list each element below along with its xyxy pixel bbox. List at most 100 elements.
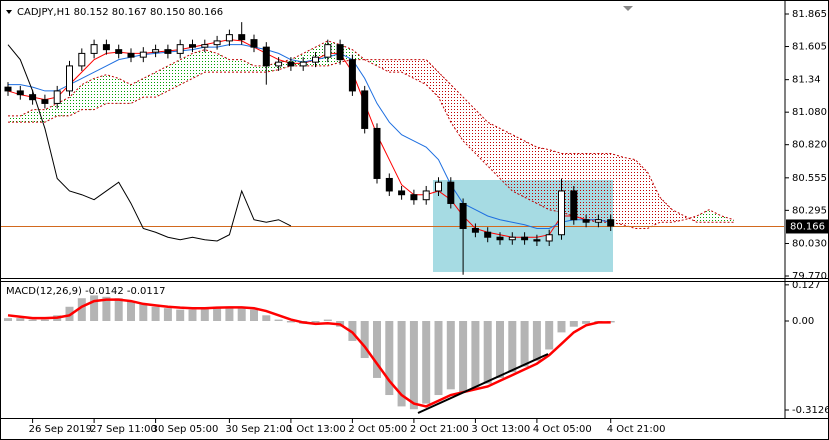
cloud-segment — [106, 74, 119, 104]
macd-bar — [250, 309, 258, 322]
candle-body — [582, 219, 590, 223]
candle-body — [496, 236, 504, 241]
macd-bar — [151, 306, 160, 322]
macd-bar — [323, 319, 332, 322]
macd-bar — [508, 321, 517, 373]
candle-body — [16, 90, 24, 96]
cloud-segment — [450, 84, 464, 141]
cloud-segment — [204, 49, 218, 73]
candle-body — [570, 190, 578, 221]
macd-bar — [213, 306, 222, 322]
candle-body — [484, 231, 492, 238]
candle-body — [78, 52, 86, 67]
candle-body — [324, 44, 332, 58]
macd-bar — [385, 321, 394, 396]
cloud-segment — [8, 115, 21, 123]
cloud-segment — [684, 215, 697, 223]
macd-title: MACD(12,26,9) -0.0142 -0.0117 — [6, 286, 166, 297]
candle-body — [176, 44, 184, 54]
cloud-segment — [131, 78, 144, 104]
candle-body — [66, 65, 73, 92]
cloud-segment — [81, 78, 95, 110]
cloud-segment — [463, 97, 476, 154]
candle-body — [521, 236, 529, 241]
candle-body — [558, 190, 565, 236]
candle-body — [152, 49, 160, 53]
cloud-segment — [623, 157, 636, 229]
x-tick-label: 1 Oct 13:00 — [287, 424, 346, 435]
menu-arrow — [6, 10, 12, 14]
y-tick-label: -0.3126 — [792, 405, 829, 416]
macd-bar — [582, 321, 591, 324]
cloud-segment — [438, 72, 451, 123]
candle-body — [4, 86, 12, 92]
macd-bar — [90, 295, 99, 322]
candle-body — [471, 227, 479, 233]
macd-bar — [483, 321, 492, 384]
cloud-segment — [180, 53, 193, 85]
macd-bar — [311, 321, 320, 323]
macd-bar — [188, 309, 197, 322]
cloud-segment — [709, 209, 722, 223]
y-tick-label: 81.605 — [792, 42, 827, 53]
macd-bar — [40, 319, 49, 322]
candle-body — [533, 239, 541, 242]
x-tick-label: 30 Sep 05:00 — [152, 424, 219, 435]
candle-body — [287, 61, 295, 67]
macd-bar — [373, 321, 381, 378]
cloud-segment — [721, 215, 734, 223]
macd-bar — [200, 308, 209, 322]
candle-body — [545, 234, 553, 242]
candle-body — [336, 44, 344, 61]
cloud-segment — [598, 153, 611, 223]
candle-body — [373, 127, 381, 179]
macd-panel — [4, 295, 615, 410]
candle-body — [225, 34, 233, 42]
cloud-segment — [254, 65, 267, 73]
y-tick-label: 80.295 — [792, 205, 827, 216]
x-tick-label: 26 Sep 2019 — [29, 424, 92, 435]
candle-body — [385, 177, 393, 192]
macd-bar — [496, 321, 504, 378]
macd-bar — [471, 321, 480, 390]
macd-bar — [237, 306, 246, 322]
candle-body — [348, 59, 356, 92]
candle-body — [312, 56, 319, 63]
candle-body — [398, 190, 406, 196]
macd-bar — [225, 306, 234, 322]
y-tick-label: 80.820 — [792, 140, 827, 151]
candle-body — [139, 51, 147, 58]
cloud-segment — [500, 128, 513, 191]
x-tick-label: 30 Sep 21:00 — [225, 424, 292, 435]
candle-body — [102, 44, 110, 51]
macd-bar — [262, 315, 271, 322]
macd-bar — [545, 321, 554, 350]
candle-body — [41, 99, 49, 104]
cloud-segment — [524, 140, 537, 204]
candle-body — [250, 39, 258, 48]
macd-bar — [360, 321, 369, 359]
macd-bar — [286, 321, 295, 323]
cloud-segment — [241, 59, 254, 73]
cloud-segment — [586, 153, 599, 223]
macd-bar — [114, 298, 123, 322]
candle-body — [275, 61, 283, 67]
chart-title: CADJPY,H1 80.152 80.167 80.150 80.166 — [17, 7, 223, 18]
cloud-segment — [475, 109, 488, 166]
macd-bar — [446, 321, 455, 390]
macd-bar — [139, 303, 148, 322]
candle-body — [410, 194, 418, 201]
candle-body — [262, 46, 270, 67]
candle-body — [422, 190, 430, 201]
candle-body — [201, 44, 209, 48]
cloud-segment — [512, 134, 525, 198]
last-price-box — [786, 219, 828, 234]
y-tick-label: 81.080 — [792, 107, 827, 118]
cloud-segment — [377, 59, 390, 73]
cloud-segment — [635, 159, 648, 229]
cloud-segment — [487, 122, 500, 179]
indicator-line — [7, 44, 292, 242]
candle-body — [607, 219, 615, 227]
cloud-segment — [143, 72, 156, 98]
